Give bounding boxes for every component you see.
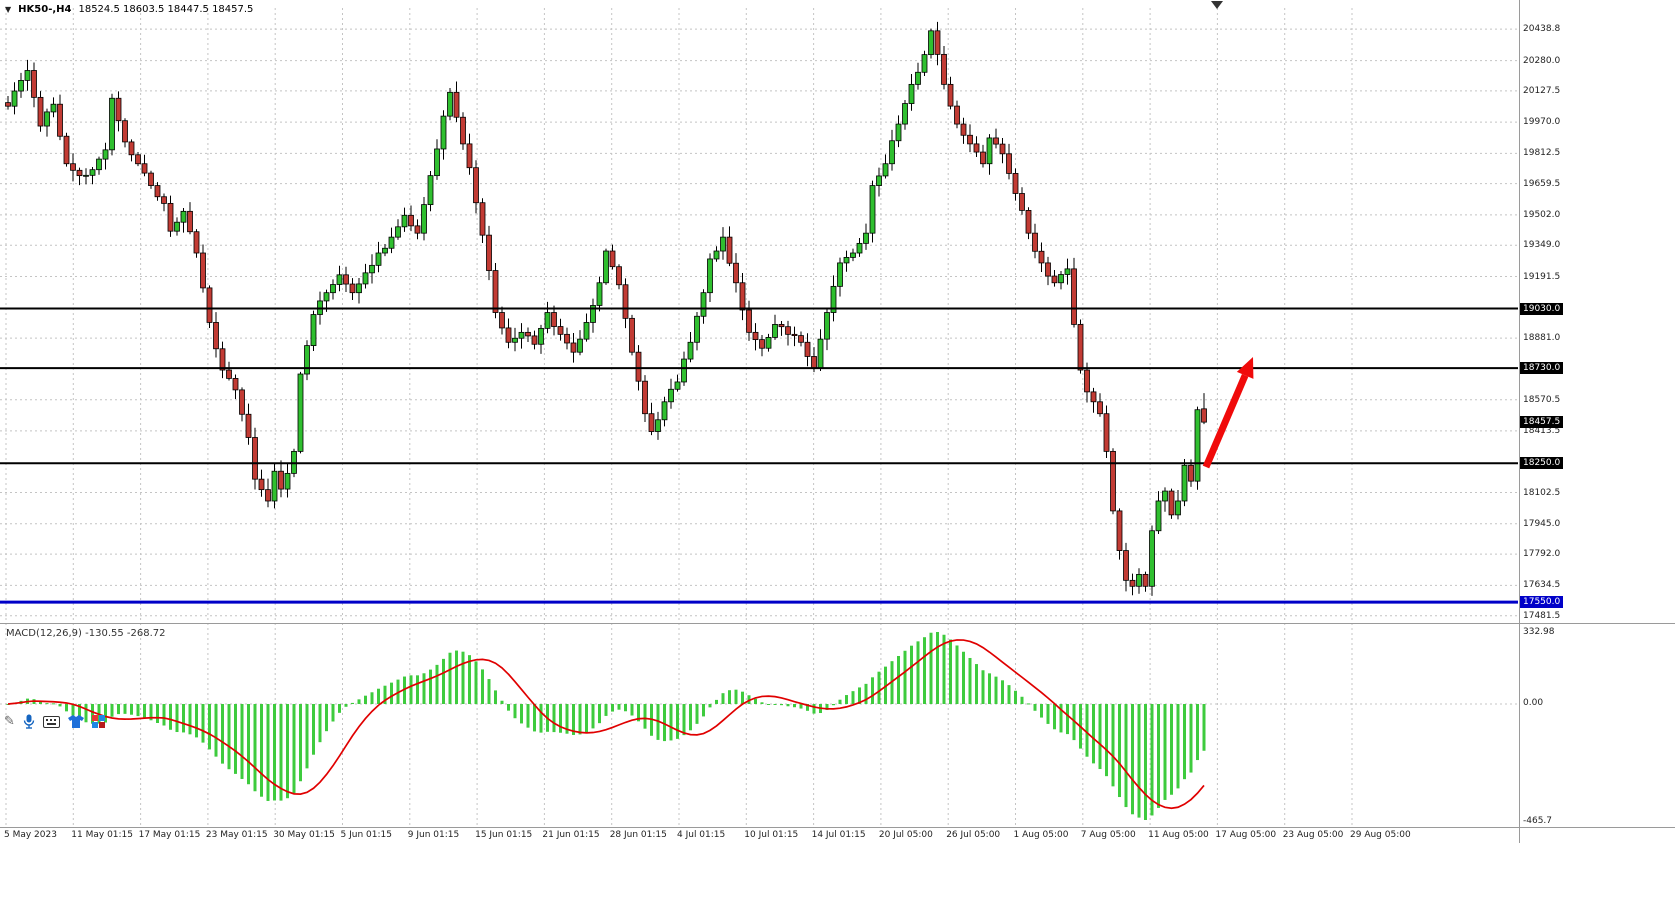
time-tick-label[interactable]: 23 May 01:15 [205, 830, 268, 840]
time-tick-label[interactable]: 14 Jul 01:15 [811, 830, 866, 840]
levels-layer [0, 307, 1518, 604]
price-tick-label: 17792.0 [1523, 549, 1561, 560]
time-tick-label[interactable]: 26 Jul 05:00 [946, 830, 1001, 840]
grid-layer [0, 8, 1518, 826]
mic-icon[interactable] [23, 714, 35, 729]
price-level-badge: 19030.0 [1520, 302, 1564, 315]
time-tick-label[interactable]: 5 Jun 01:15 [340, 830, 392, 840]
macd-scale-zero: 0.00 [1523, 698, 1544, 708]
time-tick-label[interactable]: 28 Jun 01:15 [609, 830, 667, 840]
support-level-badge: 17550.0 [1520, 596, 1564, 609]
price-tick-label: 18881.0 [1523, 333, 1561, 344]
keyboard-icon[interactable] [42, 715, 60, 728]
time-tick-label[interactable]: 5 May 2023 [4, 830, 57, 840]
macd-scale-min: -465.7 [1523, 816, 1553, 826]
price-tick-label: 19191.5 [1523, 271, 1561, 282]
time-tick-label[interactable]: 11 Aug 05:00 [1148, 830, 1209, 840]
time-tick-label[interactable]: 1 Aug 05:00 [1013, 830, 1069, 840]
price-tick-label: 18413.5 [1523, 425, 1561, 436]
time-tick-label[interactable]: 7 Aug 05:00 [1080, 830, 1136, 840]
separators-layer [0, 0, 1675, 843]
current-price-badge: 18457.5 [1520, 416, 1564, 429]
symbol-dropdown-icon[interactable]: ▼ [5, 5, 12, 14]
time-tick-label[interactable]: 21 Jun 01:15 [542, 830, 600, 840]
time-tick-label[interactable]: 20 Jul 05:00 [878, 830, 933, 840]
price-tick-label: 20127.5 [1523, 85, 1561, 96]
time-tick-label[interactable]: 29 Aug 05:00 [1350, 830, 1411, 840]
price-tick-label: 17945.0 [1523, 518, 1561, 529]
time-tick-label[interactable]: 11 May 01:15 [71, 830, 134, 840]
price-tick-label: 19970.0 [1523, 117, 1561, 128]
price-tick-label: 20438.8 [1523, 24, 1561, 35]
price-tick-label: 17634.5 [1523, 580, 1561, 591]
apps-grid-icon[interactable] [91, 715, 105, 728]
time-tick-label[interactable]: 30 May 01:15 [273, 830, 335, 840]
annotation-layer [1202, 357, 1254, 469]
time-tick-label[interactable]: 4 Jul 01:15 [677, 830, 726, 840]
time-tick-label[interactable]: 17 Aug 05:00 [1215, 830, 1277, 840]
price-tick-label: 19659.5 [1523, 178, 1561, 189]
time-tick-label[interactable]: 17 May 01:15 [138, 830, 201, 840]
chart-shift-marker-icon [1211, 1, 1223, 9]
shirt-icon[interactable] [67, 715, 84, 728]
price-level-badge: 18730.0 [1520, 362, 1564, 375]
macd-indicator-label: MACD(12,26,9) -130.55 -268.72 [6, 628, 166, 639]
time-tick-label[interactable]: 15 Jun 01:15 [475, 830, 533, 840]
overlay-icons-bar: ✎ [4, 714, 105, 729]
price-tick-label: 19349.0 [1523, 240, 1561, 251]
pen-icon[interactable]: ✎ [4, 713, 15, 729]
macd-layer [6, 632, 1206, 820]
price-tick-label: 19502.0 [1523, 209, 1561, 220]
time-tick-label[interactable]: 10 Jul 01:15 [744, 830, 799, 840]
price-level-badge: 18250.0 [1520, 457, 1564, 470]
price-tick-label: 20280.0 [1523, 55, 1561, 66]
time-tick-label[interactable]: 23 Aug 05:00 [1282, 830, 1344, 840]
price-tick-label: 17481.5 [1523, 610, 1561, 621]
price-tick-label: 18570.5 [1523, 394, 1561, 405]
symbol-timeframe-label: HK50-,H4 [18, 4, 72, 15]
ohlc-values: 18524.5 18603.5 18447.5 18457.5 [78, 4, 254, 15]
price-tick-label: 18102.5 [1523, 487, 1561, 498]
price-tick-label: 19812.5 [1523, 148, 1561, 159]
macd-scale-max: 332.98 [1523, 627, 1555, 637]
time-tick-label[interactable]: 9 Jun 01:15 [407, 830, 460, 840]
chart-header: ▼ HK50-,H4 18524.5 18603.5 18447.5 18457… [5, 4, 253, 15]
